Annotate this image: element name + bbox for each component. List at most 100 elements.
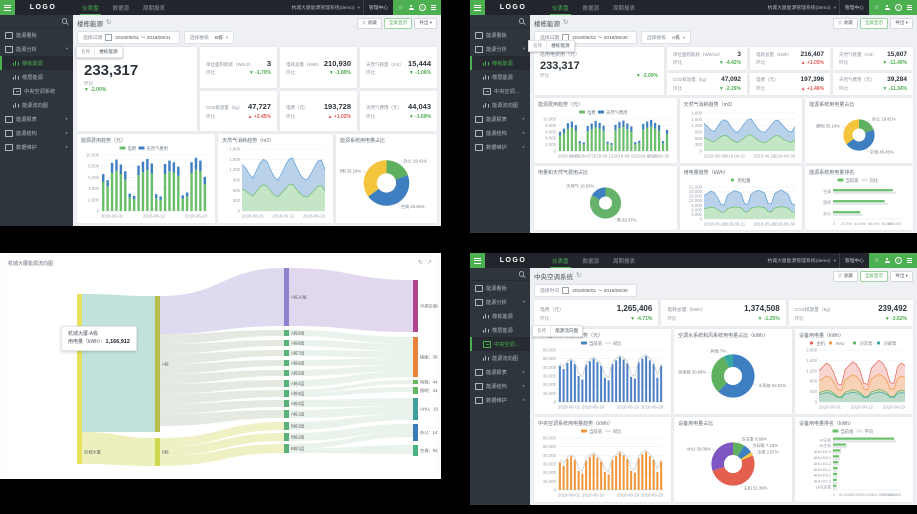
user-icon[interactable]: [885, 258, 890, 264]
sidebar: 能源看板 能源分析 ▾ 楼栋能源: [0, 15, 73, 226]
user-icon[interactable]: [409, 5, 414, 11]
sidebar-item-icon: [483, 102, 489, 108]
help-icon[interactable]: ?: [894, 3, 902, 12]
toolbar-button[interactable]: 导出 ▾: [414, 17, 437, 29]
menu-icon[interactable]: [907, 258, 912, 263]
sidebar-item[interactable]: 数据维护 ▸: [470, 140, 530, 154]
svg-text:20,000: 20,000: [543, 470, 557, 475]
filter-select[interactable]: 选择楼栋 A栋 ▾: [640, 31, 692, 44]
nav-tab[interactable]: 周期报表: [613, 5, 636, 12]
sidebar-item[interactable]: 数据维护 ▸: [0, 140, 73, 154]
sidebar-item[interactable]: 楼层能源: [470, 70, 530, 84]
chevron-down-icon: ▾: [833, 257, 836, 263]
sidebar-item[interactable]: 能源分析 ▾: [0, 42, 73, 56]
star-icon[interactable]: ☆: [398, 5, 404, 11]
svg-text:6,000: 6,000: [88, 175, 99, 180]
toolbar-button[interactable]: 全屏显示: [859, 17, 889, 29]
sidebar-item[interactable]: 楼栋能源: [470, 309, 530, 323]
system-name[interactable]: 杭城大厦能源管理系统(demo): [291, 6, 355, 11]
sidebar-search[interactable]: [0, 15, 73, 28]
nav-tab[interactable]: 周期报表: [613, 258, 636, 265]
gas-trend-chart: 0 300 600 900 1,200 1,500 1,800 2018-06-01 2018-…: [684, 108, 799, 160]
toolbar-button[interactable]: ☆ 收藏: [356, 17, 382, 29]
refresh-icon[interactable]: ↻: [563, 18, 569, 26]
nav-tab[interactable]: 数据源: [582, 258, 600, 265]
nav-tab[interactable]: 仪表盘: [545, 253, 576, 268]
sidebar-item[interactable]: 能源看板: [0, 28, 73, 42]
admin-center-link[interactable]: 管理中心: [838, 253, 869, 268]
nav-tab[interactable]: 仪表盘: [545, 0, 576, 15]
sidebar-search[interactable]: [470, 15, 530, 28]
sidebar-item[interactable]: 能源分析 ▾: [470, 42, 530, 56]
filter-select[interactable]: 选择楼栋 B栋 ▾: [183, 31, 235, 44]
nav-tab[interactable]: 数据源: [582, 5, 600, 12]
kpi-card: 电费（元） 1,265,406 环比 ▼ -4.71%: [534, 300, 659, 326]
star-icon[interactable]: ☆: [874, 258, 880, 264]
sidebar-item[interactable]: 中央空调…: [470, 84, 530, 98]
svg-text:A栋10层: A栋10层: [291, 294, 307, 301]
kpi-delta: ▼ -11.34%: [882, 85, 907, 92]
sidebar-item[interactable]: 能源结构 ▸: [470, 126, 530, 140]
menu-toggle-button[interactable]: [0, 0, 15, 15]
refresh-icon[interactable]: ↻: [417, 260, 423, 266]
system-share-donut-chart: 办公 19.41% 空调 45.45% 照明 35.14%: [809, 108, 909, 160]
system-name[interactable]: 杭城大厦能源管理系统(demo): [767, 6, 831, 11]
sidebar-item[interactable]: 中央空调系统: [0, 84, 73, 98]
help-icon[interactable]: ?: [894, 256, 902, 265]
filter-select[interactable]: 选择时间 2018/06/01 ～ 2018/06/30: [534, 284, 637, 297]
toolbar-button[interactable]: 导出 ▾: [890, 270, 913, 282]
toolbar-button[interactable]: ☆ 收藏: [832, 17, 858, 29]
svg-text:办公 19.41%: 办公 19.41%: [403, 157, 427, 164]
menu-icon[interactable]: [431, 5, 436, 10]
svg-text:冷冻泵: 冷冻泵: [860, 340, 874, 347]
refresh-icon[interactable]: ↻: [576, 271, 582, 279]
toolbar-button[interactable]: 导出 ▾: [890, 17, 913, 29]
svg-text:2018-06-01: 2018-06-01: [242, 214, 265, 219]
sidebar-item[interactable]: 楼栋能源: [0, 56, 73, 70]
admin-center-link[interactable]: 管理中心: [838, 0, 869, 15]
toolbar-button[interactable]: ☆ 收藏: [832, 270, 858, 282]
sidebar-item[interactable]: 楼层能源: [470, 323, 530, 337]
svg-text:600: 600: [233, 188, 241, 193]
star-icon[interactable]: ☆: [874, 5, 880, 11]
expand-icon[interactable]: ↗: [426, 260, 432, 266]
svg-text:水系统 62.01%: 水系统 62.01%: [758, 382, 786, 389]
chevron-icon: ▸: [522, 397, 525, 402]
toolbar-button[interactable]: 全屏显示: [859, 270, 889, 282]
menu-toggle-button[interactable]: [470, 253, 485, 268]
sidebar-item[interactable]: 能源分析 ▾: [470, 295, 530, 309]
admin-center-link[interactable]: 管理中心: [362, 0, 393, 15]
system-name[interactable]: 杭城大厦能源管理系统(demo): [767, 259, 831, 264]
chart-card-hvac-fee-trend: 中央空调系统电费趋势（元） 010,00020,00030,00040,0005…: [534, 329, 672, 414]
sidebar-item[interactable]: 数据维护 ▸: [470, 393, 530, 407]
sidebar-item[interactable]: 能源看板: [470, 281, 530, 295]
sidebar-item[interactable]: 能源流向图: [470, 351, 530, 365]
nav-tab[interactable]: 周期报表: [143, 5, 166, 12]
sidebar-item-icon: [13, 102, 19, 108]
sidebar-item[interactable]: 能源流向图: [0, 98, 73, 112]
sidebar-search[interactable]: [470, 268, 530, 281]
svg-text:办公: 办公: [824, 210, 832, 215]
sidebar-item[interactable]: 能源结构 ▸: [470, 379, 530, 393]
nav-tab[interactable]: 数据源: [112, 5, 130, 12]
user-icon[interactable]: [885, 5, 890, 11]
sidebar-item[interactable]: 能源报表 ▸: [0, 112, 73, 126]
refresh-icon[interactable]: ↻: [106, 18, 112, 26]
menu-icon[interactable]: [907, 5, 912, 10]
filter-select[interactable]: 选择日期 2018/06/01 ～ 2018/08/31: [77, 31, 180, 44]
chart-title: 能源费用趋势（元）: [81, 138, 127, 144]
sidebar-item[interactable]: 能源报表 ▸: [470, 365, 530, 379]
app-header: LOGO 仪表盘 数据源 周期报表 杭城大厦能源管理系统(demo) ▾ 管理中心 …: [470, 0, 917, 15]
sidebar-item[interactable]: 能源流向图: [470, 98, 530, 112]
sidebar-item[interactable]: 能源结构 ▸: [0, 126, 73, 140]
nav-tab[interactable]: 仪表盘: [75, 0, 106, 15]
sidebar-item[interactable]: 楼层能源: [0, 70, 73, 84]
svg-text:杭城大厦: 杭城大厦: [84, 449, 101, 456]
sidebar-item[interactable]: 能源报表 ▸: [470, 112, 530, 126]
sidebar-item[interactable]: 中央空调…: [470, 337, 530, 351]
sidebar-item[interactable]: 能源看板: [470, 28, 530, 42]
help-icon[interactable]: ?: [418, 3, 426, 12]
toolbar-button[interactable]: 全屏显示: [383, 17, 413, 29]
sidebar-item[interactable]: 楼栋能源: [470, 56, 530, 70]
menu-toggle-button[interactable]: [470, 0, 485, 15]
